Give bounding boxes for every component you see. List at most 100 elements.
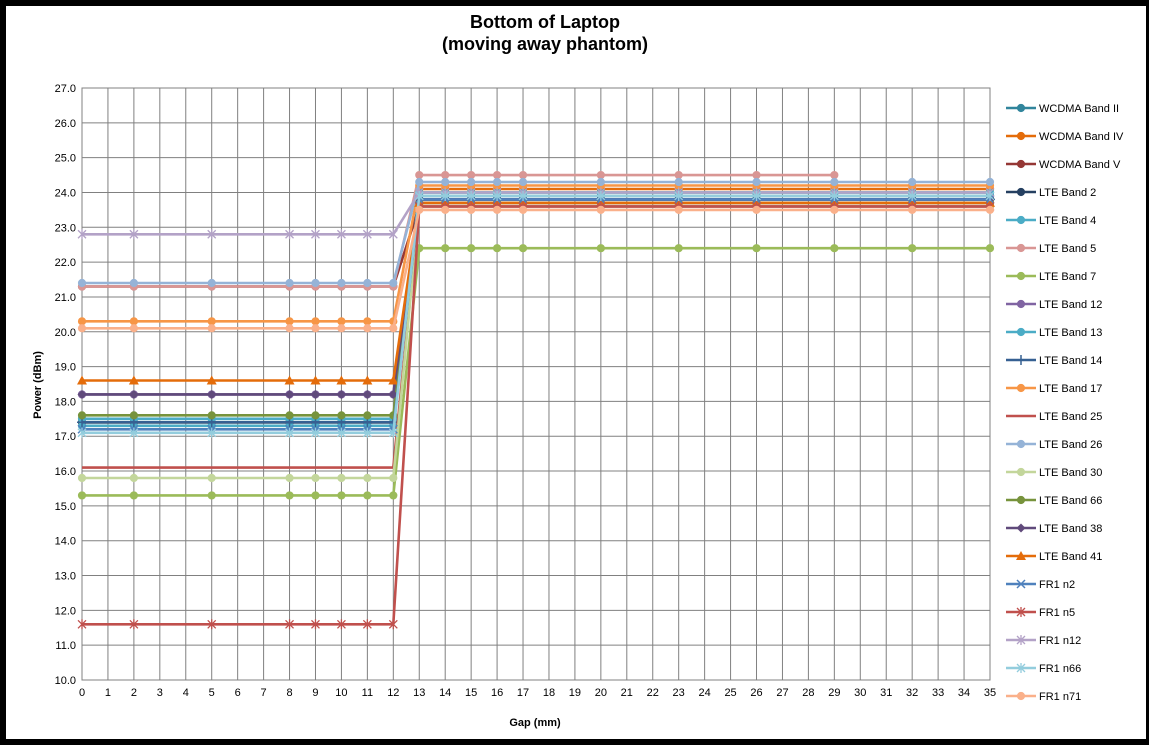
data-point (207, 411, 216, 420)
data-point (129, 324, 138, 333)
data-point (415, 205, 424, 214)
data-point (337, 324, 346, 333)
legend-marker (1016, 131, 1026, 141)
x-tick-label: 23 (673, 687, 685, 699)
legend-marker (1016, 299, 1026, 309)
x-tick-label: 17 (517, 687, 529, 699)
legend-label: LTE Band 5 (1039, 243, 1096, 255)
legend-label: LTE Band 26 (1039, 439, 1102, 451)
legend-item: FR1 n71 (1006, 691, 1081, 703)
legend-label: LTE Band 2 (1039, 187, 1096, 199)
data-point (311, 473, 320, 483)
legend-label: FR1 n2 (1039, 579, 1075, 591)
data-point (207, 491, 216, 500)
x-tick-label: 10 (335, 687, 347, 699)
data-point (363, 324, 372, 333)
y-tick-label: 25.0 (55, 153, 76, 165)
data-point (336, 229, 346, 240)
data-point (363, 317, 372, 326)
legend-marker (1016, 551, 1026, 560)
legend-item: LTE Band 25 (1006, 411, 1102, 423)
legend-label: LTE Band 4 (1039, 215, 1096, 227)
data-point (414, 190, 424, 201)
legend-label: FR1 n12 (1039, 635, 1081, 647)
data-point (336, 619, 346, 630)
x-tick-label: 11 (362, 687, 373, 699)
data-point (752, 205, 761, 214)
x-tick-label: 7 (261, 687, 267, 699)
data-point (908, 244, 917, 253)
y-tick-label: 18.0 (55, 396, 76, 408)
legend-item: LTE Band 4 (1006, 215, 1096, 227)
y-tick-label: 26.0 (55, 118, 76, 130)
data-point (830, 205, 839, 214)
data-point (674, 177, 683, 187)
data-point (129, 473, 138, 483)
data-point (752, 170, 761, 180)
x-tick-label: 5 (209, 687, 215, 699)
legend-label: WCDMA Band II (1039, 103, 1119, 115)
legend-marker (1016, 327, 1026, 337)
y-tick-label: 20.0 (55, 327, 76, 339)
legend-item: LTE Band 12 (1006, 299, 1102, 311)
data-point (674, 244, 683, 253)
data-point (311, 317, 320, 326)
data-point (207, 324, 216, 333)
legend-marker (1016, 663, 1026, 673)
legend: WCDMA Band II WCDMA Band IV WCDMA Band V LT… (1006, 103, 1124, 703)
x-tick-label: 9 (312, 687, 318, 699)
legend-label: LTE Band 17 (1039, 383, 1102, 395)
legend-item: WCDMA Band IV (1006, 131, 1124, 143)
y-tick-label: 14.0 (55, 536, 76, 548)
data-point (77, 278, 87, 288)
data-point (129, 317, 138, 326)
legend-label: FR1 n5 (1039, 607, 1075, 619)
data-point (285, 491, 294, 500)
data-point (77, 411, 87, 420)
data-point (337, 278, 346, 288)
data-point (207, 317, 216, 326)
legend-label: LTE Band 14 (1039, 355, 1102, 367)
series-layer (77, 170, 995, 630)
legend-item: LTE Band 26 (1006, 439, 1102, 451)
x-tick-label: 20 (595, 687, 607, 699)
y-tick-label: 19.0 (55, 362, 76, 374)
series-lte-band-26 (77, 177, 995, 288)
x-tick-label: 14 (439, 687, 451, 699)
x-tick-label: 8 (286, 687, 292, 699)
data-point (389, 491, 398, 500)
legend-item: LTE Band 17 (1006, 383, 1102, 395)
chart-title-line-2: (moving away phantom) (442, 34, 648, 54)
y-tick-label: 11.0 (55, 640, 76, 652)
x-tick-label: 15 (465, 687, 477, 699)
series-lte-band-7 (77, 244, 995, 500)
legend-marker (1016, 355, 1026, 365)
x-tick-label: 12 (387, 687, 399, 699)
data-point (830, 170, 839, 180)
data-point (285, 619, 295, 630)
data-point (985, 244, 995, 253)
data-point (596, 177, 605, 187)
data-point (492, 190, 502, 201)
legend-label: FR1 n66 (1039, 663, 1081, 675)
data-point (518, 244, 528, 253)
data-point (467, 244, 476, 253)
legend-marker (1016, 215, 1026, 225)
data-point (336, 375, 347, 385)
y-tick-label: 23.0 (55, 222, 76, 234)
x-tick-label: 33 (932, 687, 944, 699)
data-point (207, 427, 217, 438)
data-point (596, 190, 606, 201)
data-point (985, 205, 995, 214)
data-point (441, 170, 450, 180)
y-tick-label: 24.0 (55, 187, 76, 199)
legend-item: FR1 n2 (1006, 579, 1075, 591)
data-point (388, 229, 398, 240)
data-point (285, 324, 294, 333)
data-point (441, 205, 450, 214)
data-point (674, 170, 683, 180)
data-point (466, 190, 476, 201)
data-point (311, 619, 320, 630)
data-point (310, 389, 320, 399)
legend-marker (1016, 187, 1026, 197)
